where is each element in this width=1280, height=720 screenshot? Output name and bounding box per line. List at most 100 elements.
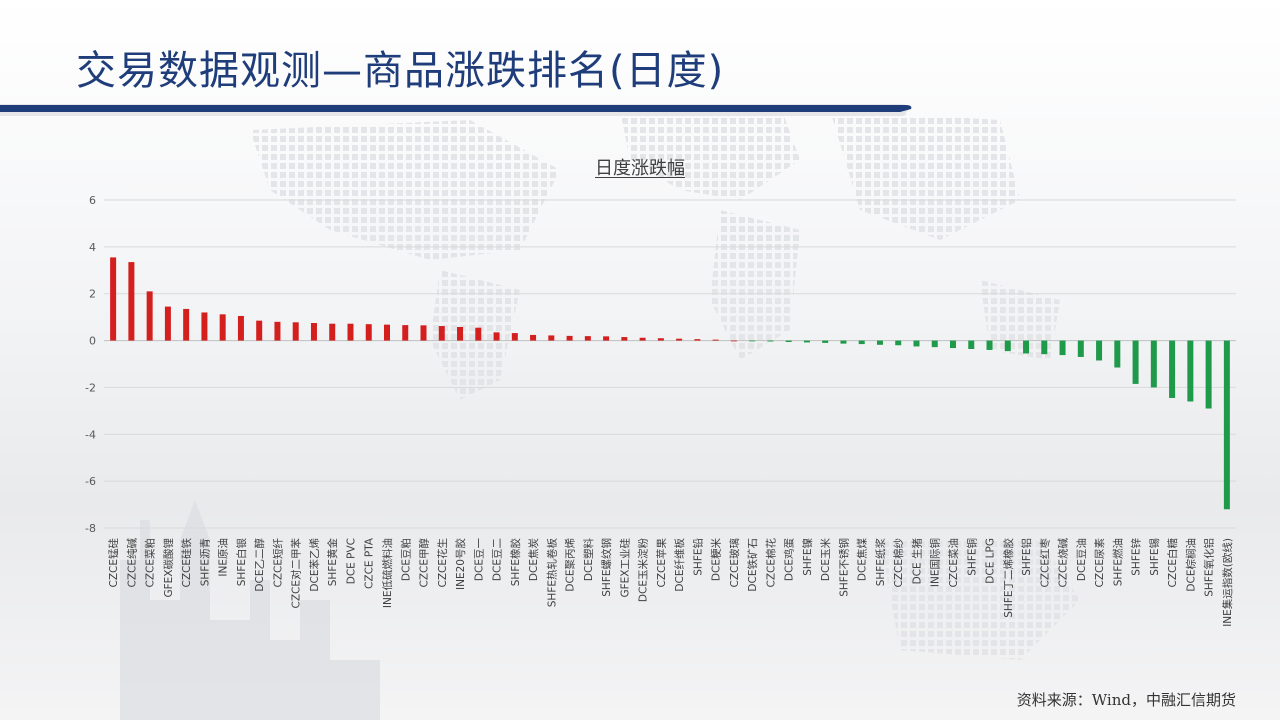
x-tick-label: CZCE苹果 [655,538,668,588]
x-tick-label: CZCE甲醇 [418,538,431,588]
bar [347,323,354,341]
bar [858,340,865,345]
x-tick-label: SHFE铝 [1020,538,1033,576]
x-tick-label: CZCE玻璃 [728,538,741,588]
x-tick-label: DCE聚丙烯 [564,538,577,592]
bar [1114,340,1121,368]
x-tick-label: SHFE橡胶 [509,538,522,587]
bar [1096,340,1103,361]
bar [1187,340,1194,402]
x-tick-label: GFEX工业硅 [618,538,631,598]
x-tick-label: DCE LPG [985,538,997,584]
bar [146,291,153,341]
bar [913,340,920,347]
bar [822,340,829,343]
bar [603,336,610,341]
x-tick-label: CZCE菜粕 [144,538,157,588]
bar [1004,340,1011,352]
x-tick-label: SHFE锌 [1130,538,1143,576]
chart-title: 日度涨跌幅 [595,158,685,179]
x-tick-label: CZCE对二甲苯 [290,538,303,609]
x-tick-label: INE20号胶 [454,538,467,590]
bar [840,340,847,344]
x-tick-label: DCE豆油 [1075,538,1088,581]
x-tick-label: INE国际铜 [930,538,942,587]
bar [749,340,756,342]
bar [986,340,993,350]
bar [712,339,719,341]
x-tick-label: SHFE沥青 [198,538,211,586]
x-tick-label: DCE鸡蛋 [783,538,796,582]
chart-grid [104,199,1236,529]
bar [730,340,737,342]
bar [183,308,190,341]
x-tick-label: CZCE尿素 [1093,538,1106,588]
x-tick-label: INE低硫燃料油 [381,538,394,608]
bar-series [110,257,1230,510]
bar [219,314,226,341]
x-tick-label: GFEX碳酸锂 [162,538,175,598]
bar [694,339,701,341]
bar [1132,340,1139,384]
x-axis-labels: CZCE锰硅 CZCE纯碱 CZCE菜粕 GFEX碳酸锂 CZCE硅铁 SHFE沥青 INE… [107,537,1234,627]
bar [1059,340,1066,356]
bar [493,332,500,341]
x-tick-label: CZCE花生 [436,538,449,588]
title-underline-bar [0,104,912,116]
x-tick-label: DCE铁矿石 [746,538,759,592]
x-tick-label: SHFE燃油 [1111,538,1124,586]
x-tick-label: SHFE热轧卷板 [545,538,558,608]
bar [566,335,573,341]
x-tick-label: CZCE短纤 [271,538,284,588]
x-tick-label: CZCE PTA [364,537,376,589]
y-tick-label: 0 [89,335,96,348]
y-axis-ticks: 6 4 2 0 -2 -4 -6 -8 [85,194,96,535]
bar [1023,340,1030,354]
bar [803,340,810,343]
y-tick-label: -8 [85,522,96,535]
x-tick-label: CZCE纯碱 [125,538,138,588]
bar [237,315,244,341]
x-tick-label: DCE豆粕 [399,538,412,581]
bar [274,321,281,341]
x-tick-label: DCE焦炭 [527,538,540,582]
x-tick-label: DCE粳米 [710,538,723,582]
bar [657,338,664,341]
bar [767,340,774,342]
bar [164,306,171,341]
bar [639,337,646,341]
bar [785,340,792,342]
x-tick-label: CZCE硅铁 [180,538,193,588]
x-tick-label: DCE焦煤 [856,538,869,582]
x-tick-label: SHFE黄金 [326,538,339,587]
x-tick-label: CZCE红枣 [1038,538,1051,588]
bar [950,340,956,349]
x-tick-label: SHFE锡 [1148,538,1161,576]
bar [621,337,628,341]
bar [511,333,518,341]
x-tick-label: DCE玉米 [819,538,832,582]
bar [384,324,390,341]
x-tick-label: INE原油 [217,538,230,577]
x-tick-label: CZCE烧碱 [1057,538,1070,588]
x-tick-label: SHFE不锈钢 [837,538,850,597]
x-tick-label: DCE乙二醇 [253,538,266,592]
bar [310,323,317,341]
y-tick-label: -6 [85,475,96,488]
x-tick-label: DCE塑料 [582,538,595,582]
bar [931,340,938,348]
bar [1077,340,1084,357]
x-tick-label: SHFE镍 [801,538,814,576]
x-tick-label: SHFE螺纹钢 [600,538,613,597]
x-tick-label: CZCE白糖 [1166,538,1179,588]
x-tick-label: CZCE锰硅 [107,538,120,588]
x-tick-label: DCE豆二 [492,538,504,581]
x-tick-label: SHFE氧化铝 [1203,538,1216,597]
x-tick-label: SHFE丁二烯橡胶 [1002,538,1015,618]
bar [128,262,135,341]
bar [1041,340,1048,355]
x-tick-label: DCE 生猪 [910,538,923,585]
x-tick-label: DCE纤维板 [673,538,686,592]
bar [1150,340,1157,388]
